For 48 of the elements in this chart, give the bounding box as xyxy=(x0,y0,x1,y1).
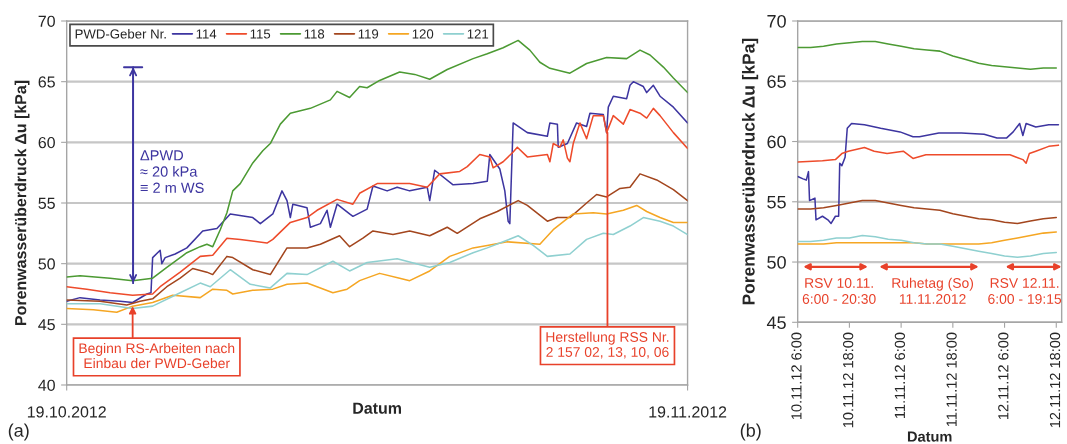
x-axis-title: Datum xyxy=(353,402,401,414)
x-tick-label: 11.11.12 6:00 xyxy=(894,332,906,418)
annotation: Ruhetag (So) 11.11.2012 xyxy=(892,277,974,304)
text: (b) xyxy=(740,423,761,441)
x-axis-title: Datum xyxy=(907,431,952,442)
y-tick-label: 50 xyxy=(38,258,55,270)
y-tick-label: 50 xyxy=(767,255,786,269)
line-series xyxy=(797,144,1060,164)
line-series xyxy=(797,122,1060,225)
legend-label: 121 xyxy=(467,29,489,39)
x-tick-label: 10.11.12 18:00 xyxy=(842,332,854,428)
annotation: ΔPWD ≈ 20 kPa ≡ 2 m WS xyxy=(140,150,204,193)
y-tick-label: 55 xyxy=(38,197,55,209)
legend-label: 120 xyxy=(412,29,434,39)
x-tick-label: 11.11.12 18:00 xyxy=(946,332,957,427)
y-tick-label: 65 xyxy=(767,75,786,88)
x-tick-label: 19.10.2012 xyxy=(27,406,106,418)
y-axis-title: Porenwasserüberdruck Δu [kPa] xyxy=(14,80,30,325)
line-series xyxy=(66,80,688,304)
line-series xyxy=(797,234,1058,258)
line-series xyxy=(797,231,1058,245)
annotation: RSV 10.11. 6:00 - 20:30 xyxy=(802,278,876,304)
line-series xyxy=(66,39,688,282)
text: (a) xyxy=(8,423,29,441)
legend-title: PWD-Geber Nr. xyxy=(75,28,166,39)
legend-label: 119 xyxy=(358,29,379,39)
legend-label: 114 xyxy=(196,29,217,39)
legend-label: 115 xyxy=(250,29,271,39)
y-axis-title: Porenwasserüberdruck Δu [kPa] xyxy=(741,38,759,305)
line-series xyxy=(797,199,1058,225)
x-tick-label: 10.11.12 6:00 xyxy=(791,332,802,420)
y-tick-label: 55 xyxy=(767,195,786,209)
y-tick-label: 45 xyxy=(38,319,55,331)
annotation: RSV 12.11. 6:00 - 19:15 xyxy=(988,278,1062,304)
y-tick-label: 45 xyxy=(766,316,786,330)
annotation: Beginn RS-Arbeiten nach Einbau der PWD-Geber xyxy=(79,343,235,369)
y-tick-label: 60 xyxy=(38,136,55,149)
x-tick-label: 12.11.12 6:00 xyxy=(998,332,1009,420)
y-tick-label: 65 xyxy=(38,76,55,88)
line-series xyxy=(797,40,1058,70)
x-tick-label: 19.11.2012 xyxy=(649,406,727,418)
y-tick-label: 70 xyxy=(767,14,786,28)
x-tick-label: 12.11.12 18:00 xyxy=(1049,332,1061,428)
y-tick-label: 40 xyxy=(38,379,55,391)
legend-label: 118 xyxy=(304,29,325,39)
y-tick-label: 60 xyxy=(767,135,786,149)
annotation: Herstellung RSS Nr. 2 157 02, 13, 10, 06 xyxy=(546,331,669,359)
y-tick-label: 70 xyxy=(38,15,55,27)
